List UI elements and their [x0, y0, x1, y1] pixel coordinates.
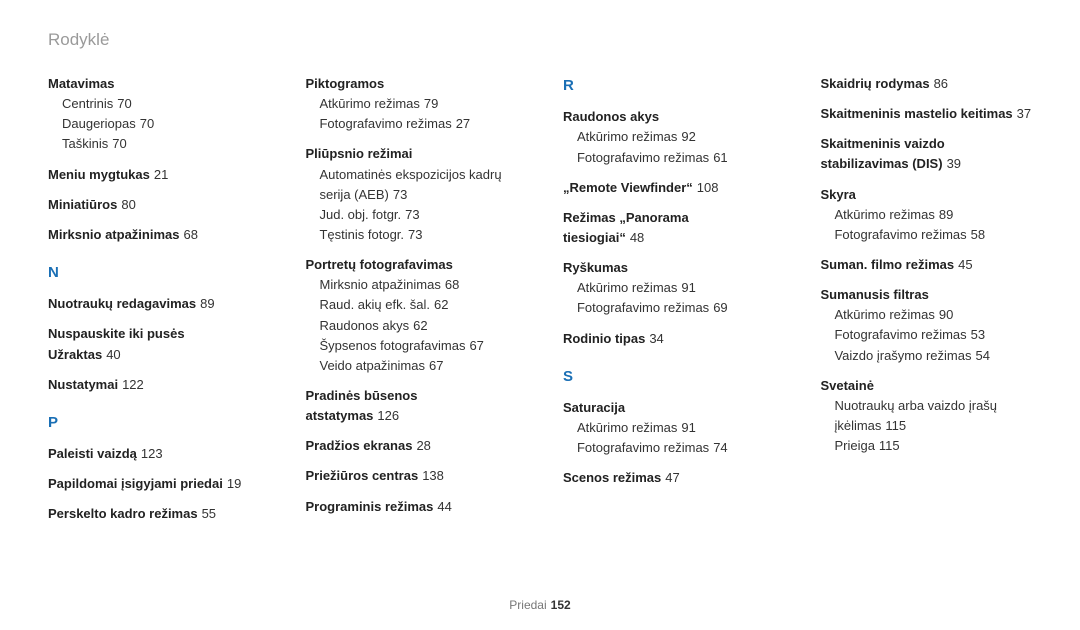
- entry-remote[interactable]: „Remote Viewfinder“108: [563, 178, 764, 198]
- entry-subs: Atkūrimo režimas79 Fotografavimo režimas…: [305, 94, 506, 134]
- entry-perskelto[interactable]: Perskelto kadro režimas55: [48, 504, 249, 524]
- sub-item[interactable]: Atkūrimo režimas90: [834, 305, 1032, 325]
- entry-subs: Automatinės ekspozicijos kadrų serija (A…: [305, 165, 506, 246]
- page-footer: Priedai 152: [0, 598, 1080, 612]
- entry-scenos[interactable]: Scenos režimas47: [563, 468, 764, 488]
- entry-paleisti[interactable]: Paleisti vaizdą123: [48, 444, 249, 464]
- entry-mastelio[interactable]: Skaitmeninis mastelio keitimas37: [820, 104, 1032, 124]
- entry-head: Portretų fotografavimas: [305, 255, 506, 275]
- sub-item[interactable]: Tęstinis fotogr.73: [319, 225, 506, 245]
- sub-item[interactable]: Šypsenos fotografavimas67: [319, 336, 506, 356]
- sub-item[interactable]: Veido atpažinimas67: [319, 356, 506, 376]
- entry-suman[interactable]: Suman. filmo režimas45: [820, 255, 1032, 275]
- entry-sumanusis: Sumanusis filtras Atkūrimo režimas90 Fot…: [820, 285, 1032, 366]
- index-col-1: Matavimas Centrinis70 Daugeriopas70 Tašk…: [48, 74, 249, 534]
- letter-r: R: [563, 74, 764, 97]
- entry-meniu[interactable]: Meniu mygtukas21: [48, 165, 249, 185]
- entry-nuspauskite[interactable]: Nuspauskite iki pusės Užraktas40: [48, 324, 249, 364]
- sub-item[interactable]: Fotografavimo režimas74: [577, 438, 764, 458]
- sub-item[interactable]: Fotografavimo režimas58: [834, 225, 1032, 245]
- entry-pradines[interactable]: Pradinės būsenos atstatymas126: [305, 386, 506, 426]
- entry-piktogramos: Piktogramos Atkūrimo režimas79 Fotografa…: [305, 74, 506, 134]
- entry-subs: Nuotraukų arba vaizdo įrašų įkėlimas115 …: [820, 396, 1032, 456]
- entry-head: Sumanusis filtras: [820, 285, 1032, 305]
- entry-ryskumas: Ryškumas Atkūrimo režimas91 Fotografavim…: [563, 258, 764, 318]
- entry-nuotrauku[interactable]: Nuotraukų redagavimas89: [48, 294, 249, 314]
- entry-nustatymai[interactable]: Nustatymai122: [48, 375, 249, 395]
- entry-prieziuros[interactable]: Priežiūros centras138: [305, 466, 506, 486]
- sub-item[interactable]: Nuotraukų arba vaizdo įrašų įkėlimas115: [834, 396, 1032, 436]
- entry-pradzios[interactable]: Pradžios ekranas28: [305, 436, 506, 456]
- sub-item[interactable]: Prieiga115: [834, 436, 1032, 456]
- index-page: Rodyklė Matavimas Centrinis70 Daugeriopa…: [0, 0, 1080, 630]
- letter-p: P: [48, 411, 249, 434]
- entry-programinis[interactable]: Programinis režimas44: [305, 497, 506, 517]
- entry-panorama[interactable]: Režimas „Panorama tiesiogiai“48: [563, 208, 764, 248]
- sub-item[interactable]: Atkūrimo režimas92: [577, 127, 764, 147]
- letter-s: S: [563, 365, 764, 388]
- entry-portretu: Portretų fotografavimas Mirksnio atpažin…: [305, 255, 506, 376]
- sub-item[interactable]: Daugeriopas70: [62, 114, 249, 134]
- sub-item[interactable]: Atkūrimo režimas89: [834, 205, 1032, 225]
- sub-item[interactable]: Raudonos akys62: [319, 316, 506, 336]
- sub-item[interactable]: Automatinės ekspozicijos kadrų serija (A…: [319, 165, 506, 205]
- footer-page: 152: [551, 598, 571, 612]
- breadcrumb: Rodyklė: [48, 30, 1032, 50]
- index-col-2: Piktogramos Atkūrimo režimas79 Fotografa…: [305, 74, 506, 534]
- entry-miniaturos[interactable]: Miniatiūros80: [48, 195, 249, 215]
- entry-head: Svetainė: [820, 376, 1032, 396]
- letter-n: N: [48, 261, 249, 284]
- entry-head: Matavimas: [48, 74, 249, 94]
- sub-item[interactable]: Atkūrimo režimas79: [319, 94, 506, 114]
- sub-item[interactable]: Fotografavimo režimas69: [577, 298, 764, 318]
- index-col-3: R Raudonos akys Atkūrimo režimas92 Fotog…: [563, 74, 764, 534]
- entry-stabilizavimas[interactable]: Skaitmeninis vaizdo stabilizavimas (DIS)…: [820, 134, 1032, 174]
- entry-raudonos: Raudonos akys Atkūrimo režimas92 Fotogra…: [563, 107, 764, 167]
- entry-subs: Atkūrimo režimas89 Fotografavimo režimas…: [820, 205, 1032, 245]
- sub-item[interactable]: Centrinis70: [62, 94, 249, 114]
- entry-subs: Atkūrimo režimas91 Fotografavimo režimas…: [563, 418, 764, 458]
- sub-item[interactable]: Fotografavimo režimas61: [577, 148, 764, 168]
- sub-item[interactable]: Taškinis70: [62, 134, 249, 154]
- sub-item[interactable]: Atkūrimo režimas91: [577, 418, 764, 438]
- entry-head: Skyra: [820, 185, 1032, 205]
- entry-subs: Atkūrimo režimas92 Fotografavimo režimas…: [563, 127, 764, 167]
- footer-label: Priedai: [509, 598, 546, 612]
- sub-item[interactable]: Jud. obj. fotgr.73: [319, 205, 506, 225]
- entry-papildomai[interactable]: Papildomai įsigyjami priedai19: [48, 474, 249, 494]
- entry-head: Piktogramos: [305, 74, 506, 94]
- entry-rodinio[interactable]: Rodinio tipas34: [563, 329, 764, 349]
- sub-item[interactable]: Atkūrimo režimas91: [577, 278, 764, 298]
- entry-head: Saturacija: [563, 398, 764, 418]
- entry-subs: Centrinis70 Daugeriopas70 Taškinis70: [48, 94, 249, 154]
- entry-head: Ryškumas: [563, 258, 764, 278]
- entry-subs: Atkūrimo režimas91 Fotografavimo režimas…: [563, 278, 764, 318]
- sub-item[interactable]: Mirksnio atpažinimas68: [319, 275, 506, 295]
- index-col-4: Skaidrių rodymas86 Skaitmeninis mastelio…: [820, 74, 1032, 534]
- entry-mirksnio[interactable]: Mirksnio atpažinimas68: [48, 225, 249, 245]
- sub-item[interactable]: Vaizdo įrašymo režimas54: [834, 346, 1032, 366]
- entry-skaidriu[interactable]: Skaidrių rodymas86: [820, 74, 1032, 94]
- entry-matavimas: Matavimas Centrinis70 Daugeriopas70 Tašk…: [48, 74, 249, 155]
- entry-head: Raudonos akys: [563, 107, 764, 127]
- sub-item[interactable]: Raud. akių efk. šal.62: [319, 295, 506, 315]
- sub-item[interactable]: Fotografavimo režimas53: [834, 325, 1032, 345]
- entry-pliupsnio: Pliūpsnio režimai Automatinės ekspozicij…: [305, 144, 506, 245]
- entry-skyra: Skyra Atkūrimo režimas89 Fotografavimo r…: [820, 185, 1032, 245]
- entry-saturacija: Saturacija Atkūrimo režimas91 Fotografav…: [563, 398, 764, 458]
- entry-subs: Atkūrimo režimas90 Fotografavimo režimas…: [820, 305, 1032, 365]
- entry-head: Pliūpsnio režimai: [305, 144, 506, 164]
- entry-subs: Mirksnio atpažinimas68 Raud. akių efk. š…: [305, 275, 506, 376]
- entry-svetaine: Svetainė Nuotraukų arba vaizdo įrašų įkė…: [820, 376, 1032, 457]
- index-columns: Matavimas Centrinis70 Daugeriopas70 Tašk…: [48, 74, 1032, 534]
- sub-item[interactable]: Fotografavimo režimas27: [319, 114, 506, 134]
